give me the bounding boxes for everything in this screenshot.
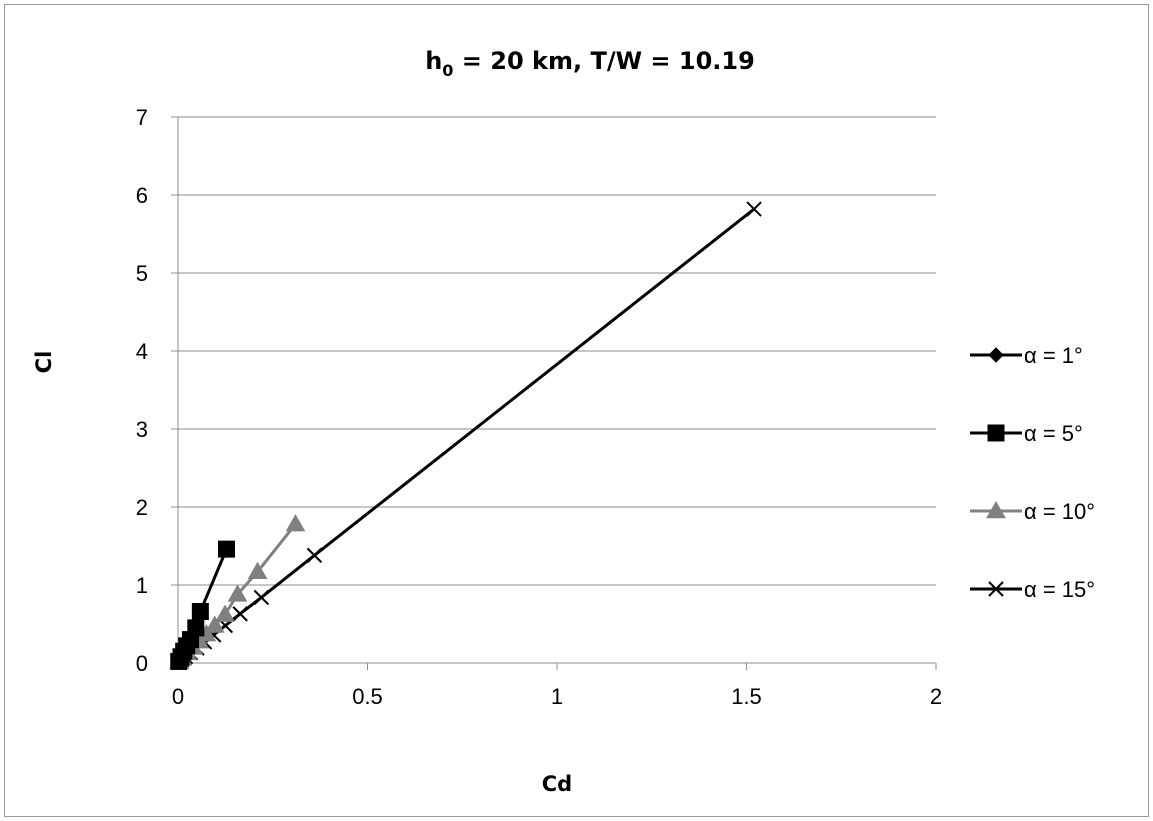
y-tick-label: 0 (136, 651, 148, 676)
x-tick-label: 0 (172, 684, 184, 709)
legend-marker (987, 424, 1005, 442)
x-marker-stroke (232, 606, 248, 622)
x-tick-label: 1.5 (731, 684, 762, 709)
legend-entry: α = 5° (970, 421, 1083, 446)
y-tick-label: 3 (136, 417, 148, 442)
legend-marker (986, 500, 1006, 519)
y-tick-label: 6 (136, 183, 148, 208)
y-tick-label: 4 (136, 339, 148, 364)
y-tick-label: 5 (136, 261, 148, 286)
x-tick-label: 2 (930, 684, 942, 709)
series-2-point (218, 540, 236, 558)
chart-title-subscript: 0 (442, 61, 453, 80)
series-3-point (227, 584, 248, 602)
legend-label: α = 10° (1024, 499, 1095, 524)
y-tick-label: 7 (136, 105, 148, 130)
y-tick-label: 1 (136, 573, 148, 598)
chart-frame: 0 1 2 3 4 5 6 7 0 0.5 1 1.5 2 h0 = 20 km, T/W = 10.1… (4, 4, 1149, 817)
x-marker-stroke (988, 581, 1004, 597)
x-marker-stroke (746, 201, 762, 217)
gridlines (178, 116, 936, 586)
series-4-point (232, 606, 248, 622)
series-2-point (191, 603, 209, 621)
x-tick-label: 0.5 (352, 684, 383, 709)
series-4-point (746, 201, 762, 217)
y-axis-title: Cl (32, 351, 56, 374)
legend-label: α = 5° (1024, 421, 1083, 446)
axes (171, 116, 937, 670)
series-3-point (247, 561, 268, 579)
series-4-point (253, 589, 270, 606)
y-tick-label: 2 (136, 495, 148, 520)
legend-entry: α = 1° (970, 343, 1083, 368)
legend-marker (988, 581, 1004, 597)
x-tick-label: 1 (551, 684, 563, 709)
x-axis-title: Cd (542, 772, 572, 796)
series-2-point (187, 619, 205, 637)
series-3-point (285, 514, 306, 532)
series-1-point (177, 641, 194, 657)
chart-title-rest: = 20 km, T/W = 10.19 (453, 47, 754, 75)
legend-entry: α = 15° (970, 577, 1095, 602)
tick-labels: 0 1 2 3 4 5 6 7 0 0.5 1 1.5 2 (136, 105, 942, 709)
legend: α = 1° α = 5° α = 10° α = 15° (970, 343, 1095, 602)
chart-title-main: h (425, 47, 442, 75)
legend-label: α = 1° (1024, 343, 1083, 368)
legend-marker (988, 347, 1004, 363)
x-marker-stroke (253, 589, 270, 606)
series-3-point (204, 615, 225, 633)
x-marker-stroke (306, 547, 323, 564)
legend-label: α = 15° (1024, 577, 1095, 602)
series-4-point (306, 547, 323, 564)
series-3-point (215, 604, 235, 622)
series-layer (169, 201, 762, 670)
chart-title: h0 = 20 km, T/W = 10.19 (425, 47, 755, 80)
legend-entry: α = 10° (970, 499, 1095, 524)
